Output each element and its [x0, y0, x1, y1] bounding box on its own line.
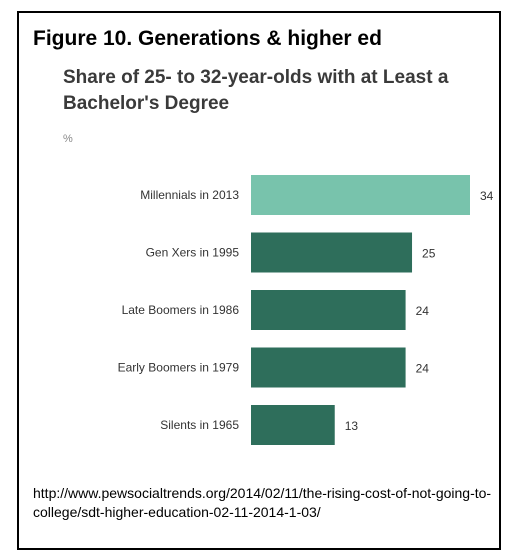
- value-label: 13: [345, 419, 359, 433]
- category-label: Millennials in 2013: [140, 188, 239, 202]
- value-label: 24: [416, 304, 430, 318]
- bar: [251, 232, 413, 273]
- category-label: Early Boomers in 1979: [118, 361, 240, 375]
- bar-chart: Millennials in 2013 34 Gen Xers in 1995 25 L…: [118, 175, 494, 445]
- unit-label: %: [63, 133, 73, 145]
- value-label: 25: [422, 247, 436, 261]
- category-label: Gen Xers in 1995: [146, 246, 240, 260]
- value-label: 24: [416, 362, 430, 376]
- figure-frame: Figure 10. Generations & higher ed Share…: [17, 11, 501, 550]
- value-label: 34: [480, 189, 494, 203]
- figure-title: Figure 10. Generations & higher ed: [33, 27, 382, 50]
- category-label: Silents in 1965: [160, 418, 239, 432]
- bar: [251, 347, 406, 388]
- category-label: Late Boomers in 1986: [122, 303, 240, 317]
- chart-title: Share of 25- to 32-year-olds with at Lea…: [63, 67, 449, 114]
- bar: [251, 175, 470, 215]
- bar: [251, 290, 406, 330]
- source-url: http://www.pewsocialtrends.org/2014/02/1…: [33, 485, 492, 520]
- bar: [251, 405, 335, 445]
